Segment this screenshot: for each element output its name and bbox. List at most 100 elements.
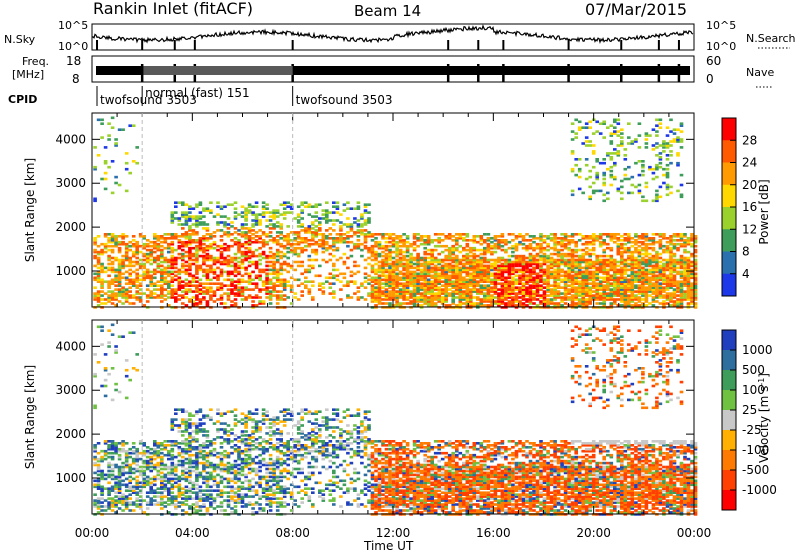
- cell-1425: [296, 215, 301, 218]
- cell-2274: [430, 239, 434, 242]
- cell-2650: [479, 260, 484, 264]
- cell-186: [117, 250, 122, 254]
- cell-1684: [353, 260, 357, 264]
- cell-2664: [483, 292, 487, 295]
- cell-1260: [272, 256, 276, 260]
- cell-3147: [542, 246, 547, 250]
- cell-2585: [472, 280, 477, 283]
- cell-600: [184, 278, 189, 282]
- cell-3198: [549, 256, 554, 260]
- cell-3527: [584, 126, 589, 129]
- cell-4152: [648, 290, 652, 293]
- cell-2725: [490, 286, 494, 289]
- cell-3270: [560, 292, 564, 295]
- cell-1320: [279, 250, 283, 254]
- cell-1529: [318, 229, 322, 232]
- cell-4435: [672, 242, 677, 246]
- cell-2544: [465, 244, 470, 248]
- cell-1385: [289, 244, 294, 248]
- cell-3709: [606, 298, 610, 301]
- cell-3268: [560, 298, 564, 301]
- cell-4237: [655, 240, 659, 244]
- cell-842: [212, 258, 217, 262]
- cell-1201: [265, 280, 269, 283]
- cell-510: [170, 235, 175, 238]
- cell-1005: [237, 256, 241, 260]
- cell-1534: [318, 203, 322, 206]
- cell-1314: [279, 268, 283, 272]
- cell-3260: [556, 250, 561, 254]
- cell-112: [107, 341, 111, 344]
- cell-3559: [588, 175, 592, 179]
- cell-1943: [391, 284, 396, 287]
- cell-12: [93, 250, 97, 254]
- cell-4508: [679, 193, 684, 197]
- cell-3913: [623, 266, 628, 270]
- cell-481: [167, 244, 171, 248]
- cell-236: [124, 442, 129, 445]
- cell-125: [110, 473, 115, 477]
- cell-3674: [602, 290, 606, 293]
- cell-4412: [672, 300, 677, 303]
- cell-853: [216, 282, 220, 285]
- cell-895: [219, 205, 224, 208]
- cell-3896: [623, 302, 628, 305]
- cell-2022: [398, 235, 403, 238]
- cell-3845: [616, 154, 621, 157]
- cell-2121: [412, 272, 417, 276]
- cell-99: [107, 266, 111, 270]
- cell-2653: [479, 252, 484, 256]
- cell-3319: [563, 233, 568, 236]
- cell-694: [195, 272, 199, 276]
- cell-152: [114, 270, 118, 274]
- cell-1292: [275, 250, 280, 254]
- cell-486: [170, 296, 175, 299]
- cell-2285: [433, 280, 438, 283]
- cell-4611: [693, 286, 698, 289]
- cell-1639: [342, 262, 347, 266]
- cell-4296: [662, 300, 666, 303]
- cell-643: [188, 246, 192, 250]
- cell-1669: [349, 270, 354, 274]
- cell-1855: [381, 282, 385, 285]
- cell-1409: [296, 284, 301, 287]
- cell-34: [96, 479, 101, 483]
- cell-4513: [679, 138, 684, 141]
- cell-1114: [251, 237, 255, 240]
- cell-2643: [479, 274, 484, 278]
- cell-670: [191, 258, 196, 262]
- cell-3805: [613, 233, 617, 236]
- cell-3317: [563, 237, 568, 240]
- cell-268: [131, 278, 136, 282]
- cell-4339: [665, 276, 670, 280]
- cell-632: [188, 272, 192, 276]
- cell-410: [156, 254, 161, 258]
- cell-2000: [398, 294, 403, 297]
- cell-4066: [637, 183, 642, 187]
- cell-4071: [637, 122, 642, 125]
- cell-636: [188, 262, 192, 266]
- cell-2336: [440, 276, 445, 280]
- cell-377: [149, 244, 153, 248]
- cell-1031: [240, 250, 245, 254]
- cell-1740: [363, 229, 368, 232]
- cell-435: [160, 260, 164, 264]
- cell-571: [181, 280, 185, 283]
- cell-3779: [609, 124, 614, 127]
- cell-3873: [620, 260, 624, 264]
- cell-2567: [469, 266, 473, 270]
- cell-2940: [518, 280, 522, 283]
- cell-1242: [268, 223, 273, 226]
- cell-4384: [669, 268, 673, 272]
- cell-3929: [623, 154, 628, 157]
- cell-4393: [669, 250, 673, 254]
- cell-282: [135, 296, 139, 299]
- cell-1745: [363, 209, 368, 212]
- cell-1970: [395, 292, 399, 295]
- cell-436: [160, 256, 164, 260]
- cell-3535: [588, 290, 592, 293]
- cell-412: [156, 246, 161, 250]
- cell-826: [209, 235, 213, 238]
- cell-4548: [686, 298, 691, 301]
- cell-2055: [405, 290, 410, 293]
